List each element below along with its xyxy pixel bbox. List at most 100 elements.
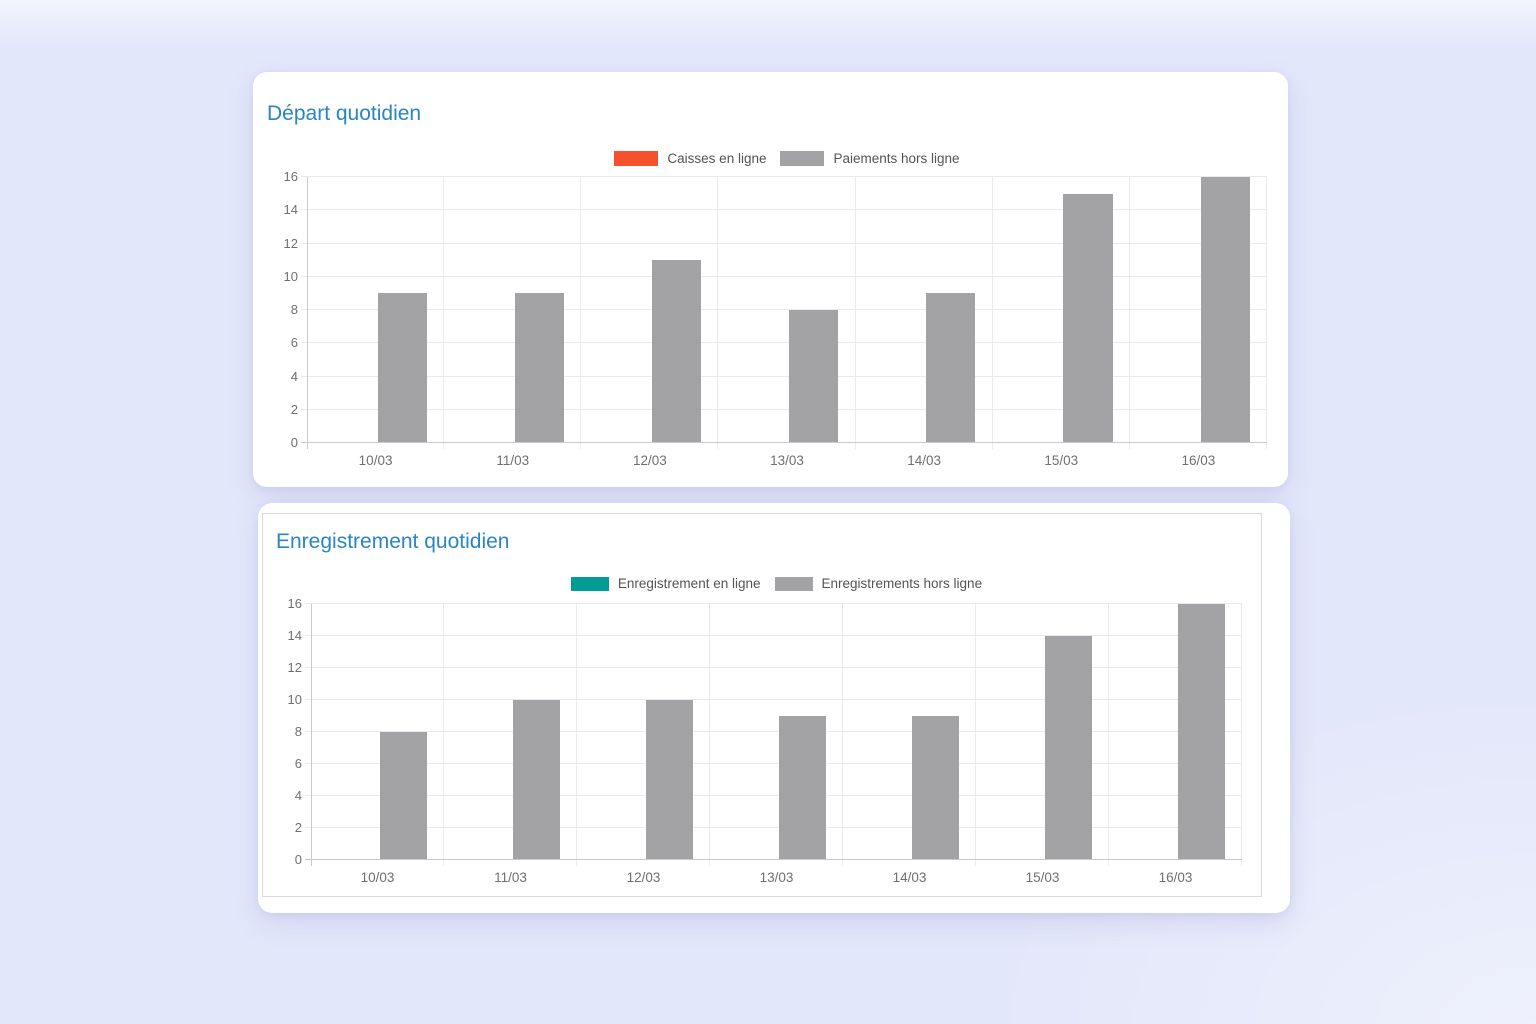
bar-15-03-enregistrements-hors-ligne[interactable] — [1044, 636, 1093, 860]
y-axis-tick-label: 12 — [287, 660, 302, 675]
legend-item-caisses-en-ligne[interactable]: Caisses en ligne — [614, 151, 766, 166]
legend-swatch-paiements-hors-ligne — [780, 151, 825, 166]
legend-registrations: Enregistrement en ligne Enregistrements h… — [311, 575, 1242, 592]
bar-11-03-paiements-hors-ligne[interactable] — [514, 293, 565, 443]
bar-10-03-enregistrements-hors-ligne[interactable] — [379, 732, 428, 860]
x-axis-tick-label: 10/03 — [360, 870, 395, 885]
y-axis-tick-label: 8 — [294, 724, 302, 739]
gridline — [301, 176, 1267, 177]
bar-12-03-enregistrements-hors-ligne[interactable] — [645, 700, 694, 860]
y-axis-tick-label: 14 — [283, 202, 298, 218]
y-axis-tick-label: 16 — [283, 169, 298, 184]
x-axis-tick-label: 12/03 — [626, 870, 661, 885]
y-axis-tick-label: 8 — [290, 302, 298, 317]
gridline — [305, 827, 1242, 828]
gridline — [305, 731, 1242, 732]
gridline — [301, 408, 1267, 410]
gridline — [709, 604, 710, 866]
legend-swatch-enregistrements-hors-ligne — [774, 576, 813, 591]
x-axis-line — [301, 442, 1267, 443]
legend-swatch-enregistrement-en-ligne — [570, 576, 609, 591]
chart-title-departures: Départ quotidien — [267, 102, 422, 125]
gridline — [301, 375, 1267, 377]
x-axis-line — [305, 859, 1242, 860]
x-axis-tick-label: 11/03 — [494, 870, 527, 885]
legend-label: Paiements hors ligne — [833, 151, 960, 166]
y-axis-tick-label: 10 — [283, 268, 298, 284]
chart-title-registrations: Enregistrement quotidien — [276, 530, 510, 553]
legend-label: Enregistrement en ligne — [617, 576, 761, 591]
y-axis-tick-label: 16 — [287, 596, 302, 611]
gridline — [575, 604, 577, 866]
x-axis-tick-label: 13/03 — [759, 870, 794, 885]
gridline — [301, 275, 1267, 277]
legend-swatch-caisses-en-ligne — [614, 151, 659, 166]
y-axis-tick-label: 6 — [290, 335, 298, 351]
gridline — [301, 309, 1267, 310]
bar-14-03-enregistrements-hors-ligne[interactable] — [911, 716, 960, 860]
bar-10-03-paiements-hors-ligne[interactable] — [377, 293, 427, 443]
y-axis-tick-label: 12 — [283, 235, 298, 251]
bar-14-03-paiements-hors-ligne[interactable] — [926, 293, 976, 443]
gridline — [580, 177, 582, 449]
bar-chart-registrations: 0 2 4 6 8 10 12 14 16 10/03 11/03 12/03 13/03 14/03 15… — [288, 596, 1242, 885]
x-axis-tick-label: 14/03 — [907, 453, 942, 468]
legend-label: Enregistrements hors ligne — [821, 576, 983, 591]
gridline — [1128, 177, 1130, 449]
gridline — [305, 699, 1242, 700]
legend-item-enregistrements-hors-ligne[interactable]: Enregistrements hors ligne — [774, 576, 983, 591]
legend-departures: Caisses en ligne Paiements hors ligne — [307, 150, 1267, 167]
legend-label: Caisses en ligne — [667, 151, 767, 166]
bar-16-03-enregistrements-hors-ligne[interactable] — [1177, 604, 1226, 860]
y-axis-line — [307, 177, 308, 449]
x-axis-tick-label: 16/03 — [1158, 870, 1193, 885]
bar-13-03-paiements-hors-ligne[interactable] — [789, 310, 839, 443]
bar-15-03-paiements-hors-ligne[interactable] — [1063, 193, 1113, 443]
x-axis-tick-label: 14/03 — [892, 870, 927, 885]
gridline — [991, 177, 993, 449]
gridline — [301, 242, 1267, 244]
gridline — [1266, 177, 1267, 449]
x-axis-tick-label: 16/03 — [1181, 453, 1216, 468]
x-axis-tick-label: 13/03 — [770, 453, 804, 468]
gridline — [841, 604, 843, 866]
gridline — [442, 604, 444, 866]
bar-16-03-paiements-hors-ligne[interactable] — [1200, 177, 1250, 443]
gridline — [443, 177, 445, 449]
gridline — [1241, 604, 1242, 866]
bar-13-03-enregistrements-hors-ligne[interactable] — [778, 716, 827, 860]
bar-chart-departures: 0 2 4 6 8 10 12 14 16 10/03 11/03 12/03 13/03 14/03 15… — [284, 169, 1267, 468]
x-axis-tick-label: 11/03 — [496, 453, 530, 468]
gridline — [305, 667, 1242, 668]
gridline — [1108, 604, 1109, 866]
x-axis-tick-label: 15/03 — [1044, 453, 1079, 468]
x-axis-tick-label: 10/03 — [358, 453, 393, 468]
y-axis-line — [311, 604, 312, 866]
y-axis-tick-label: 2 — [294, 820, 302, 835]
y-axis-tick-label: 6 — [294, 756, 302, 771]
gridline — [717, 177, 719, 449]
y-axis-tick-label: 4 — [290, 368, 298, 384]
gridline — [854, 177, 856, 449]
y-axis-tick-label: 0 — [294, 852, 302, 867]
y-axis-tick-label: 14 — [287, 628, 302, 643]
gridline — [305, 763, 1242, 764]
bar-11-03-enregistrements-hors-ligne[interactable] — [512, 700, 561, 860]
legend-item-enregistrement-en-ligne[interactable]: Enregistrement en ligne — [570, 576, 761, 591]
gridline — [975, 604, 976, 866]
legend-item-paiements-hors-ligne[interactable]: Paiements hors ligne — [780, 151, 960, 166]
y-axis-tick-label: 10 — [287, 692, 302, 707]
card-daily-departures: Départ quotidien Caisses en ligne Paiemen… — [253, 72, 1288, 487]
y-axis-tick-label: 4 — [294, 788, 302, 803]
x-axis-tick-label: 15/03 — [1025, 870, 1060, 885]
gridline — [305, 603, 1242, 604]
x-axis-tick-label: 12/03 — [632, 453, 667, 468]
gridline — [301, 342, 1267, 344]
card-daily-registrations: Enregistrement quotidien Enregistrement … — [258, 503, 1290, 913]
bar-12-03-paiements-hors-ligne[interactable] — [651, 260, 702, 443]
gridline — [305, 795, 1242, 796]
gridline — [305, 635, 1242, 636]
chart-frame: Enregistrement quotidien Enregistrement … — [262, 513, 1262, 897]
gridline — [301, 209, 1267, 211]
background-top-highlight — [0, 0, 1536, 44]
